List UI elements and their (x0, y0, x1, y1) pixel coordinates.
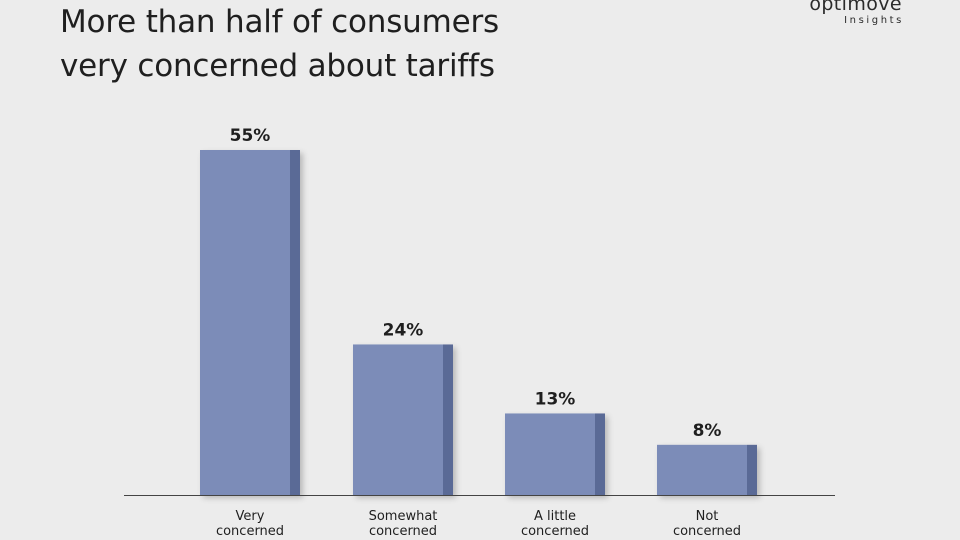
category-label: concerned (369, 524, 437, 539)
bar-4 (657, 444, 757, 495)
category-label: Not (696, 509, 719, 524)
category-label: Very (236, 509, 265, 524)
category-label: concerned (521, 524, 589, 539)
value-label: 24% (383, 320, 424, 340)
logo-wordmark: optimove (809, 0, 902, 15)
value-label: 55% (230, 126, 271, 146)
bar-3 (505, 413, 605, 495)
bar-face (353, 344, 443, 495)
value-label: 13% (535, 389, 576, 409)
labels-group: 55%Veryconcerned24%Somewhatconcerned13%A… (216, 126, 741, 539)
bar-side (595, 413, 605, 495)
bar-face (505, 413, 595, 495)
bar-side (747, 444, 757, 495)
bar-1 (200, 150, 300, 495)
chart-title: More than half of consumers very concern… (60, 0, 660, 88)
optimove-logo: optimove Insights (809, 0, 902, 28)
bar-face (657, 444, 747, 495)
value-label: 8% (693, 421, 722, 441)
bars-group (200, 150, 757, 495)
chart-title-line-2: very concerned about tariffs (60, 48, 495, 84)
chart-title-line-1: More than half of consumers (60, 4, 499, 40)
logo-tagline: Insights (844, 15, 904, 26)
bar-2 (353, 344, 453, 495)
bar-face (200, 150, 290, 495)
bar-side (443, 344, 453, 495)
category-label: concerned (673, 524, 741, 539)
category-label: A little (534, 509, 576, 524)
bar-side (290, 150, 300, 495)
category-label: Somewhat (369, 509, 438, 524)
category-label: concerned (216, 524, 284, 539)
